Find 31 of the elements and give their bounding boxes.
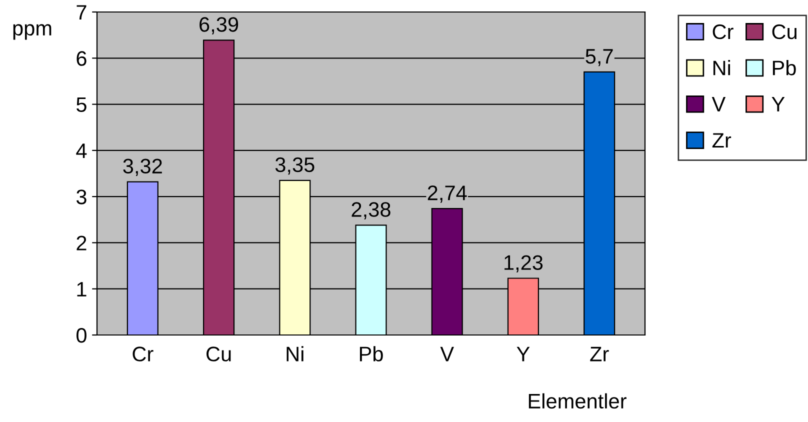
legend-label: Cr	[712, 24, 734, 40]
legend-label: Ni	[713, 60, 730, 76]
x-tick-label: V	[440, 346, 454, 362]
y-tick-label: 3	[76, 190, 86, 204]
data-label: 1,23	[504, 255, 543, 272]
y-axis-title: ppm	[13, 24, 52, 40]
y-tick-label: 2	[76, 236, 86, 250]
x-tick-label: Zr	[590, 346, 609, 362]
data-label: 2,38	[352, 202, 390, 220]
data-label: 6,39	[200, 17, 238, 34]
legend-label: Zr	[712, 133, 732, 148]
x-tick-label: Cu	[206, 346, 231, 362]
y-tick-label: 6	[76, 51, 86, 66]
x-tick-label: Y	[516, 346, 530, 362]
legend-label: V	[712, 97, 726, 112]
y-tick-label: 7	[76, 5, 86, 20]
y-tick-label: 5	[76, 98, 86, 112]
x-tick-label: Pb	[360, 346, 383, 362]
data-label: 5,7	[586, 49, 613, 66]
legend-label: Cu	[772, 24, 796, 40]
data-label: 2,74	[428, 186, 467, 203]
legend-label: Pb	[772, 60, 796, 76]
data-label: 3,32	[123, 158, 162, 176]
x-tick-label: Cr	[132, 346, 154, 362]
x-axis-title: Elementler	[528, 393, 626, 409]
legend-label: Y	[772, 97, 785, 112]
y-tick-label: 1	[77, 282, 86, 296]
y-tick-label: 0	[76, 328, 86, 343]
y-tick-label: 4	[76, 144, 87, 158]
data-label: 3,35	[275, 157, 314, 175]
x-tick-label: Ni	[286, 346, 304, 362]
